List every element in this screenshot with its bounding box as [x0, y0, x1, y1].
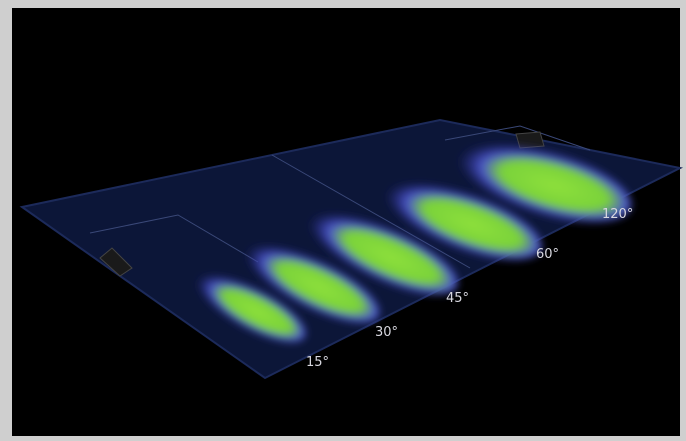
beam-label: 30°	[375, 325, 398, 340]
beams	[184, 137, 632, 343]
beam-label: 15°	[306, 355, 329, 370]
beam	[438, 137, 632, 223]
beam-label: 120°	[602, 207, 633, 222]
beam-label: 45°	[446, 291, 469, 306]
beam	[367, 175, 543, 261]
beam	[291, 205, 459, 295]
beam-label: 60°	[536, 247, 559, 262]
beam	[184, 267, 306, 343]
light-pole-left	[99, 247, 133, 277]
beam	[230, 237, 380, 323]
